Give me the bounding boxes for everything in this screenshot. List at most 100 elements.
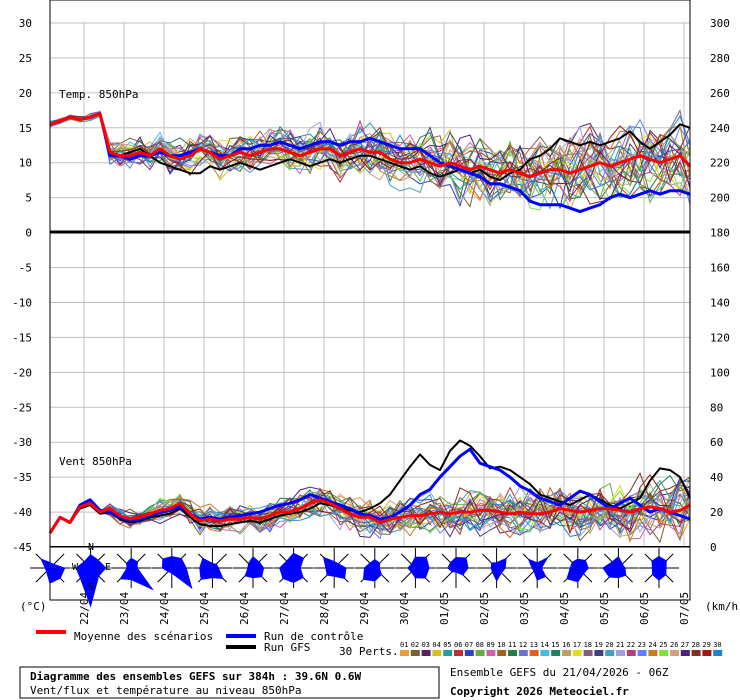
member-line [49, 111, 691, 211]
title-box [19, 666, 440, 699]
x-tick-label: 01/05 [438, 592, 451, 625]
pert-id-label: 04 [432, 641, 440, 649]
left-tick-label: -40 [12, 506, 32, 519]
left-tick-label: 15 [19, 122, 32, 135]
wind-rose [395, 548, 436, 588]
right-tick-label: 60 [710, 436, 723, 449]
member-line [49, 114, 691, 203]
pert-swatch [691, 650, 701, 656]
left-tick-label: 5 [25, 192, 32, 205]
member-line [49, 489, 691, 540]
wind-roses [30, 548, 679, 608]
x-tick-label: 29/04 [358, 592, 371, 625]
pert-swatch [572, 650, 582, 656]
right-tick-label: 0 [710, 541, 717, 554]
temp-gfs-line [49, 112, 691, 182]
pert-id-label: 14 [540, 641, 548, 649]
rose-petals [244, 556, 265, 579]
pert-swatch [486, 650, 496, 656]
pert-id-label: 07 [465, 641, 473, 649]
pert-id-label: 27 [681, 641, 689, 649]
pert-id-label: 12 [519, 641, 527, 649]
pert-swatch [626, 650, 636, 656]
rose-petals [362, 559, 382, 582]
wind-rose [192, 548, 233, 588]
pert-swatch [551, 650, 561, 656]
right-tick-label: 260 [710, 87, 730, 100]
pert-id-label: 20 [605, 641, 613, 649]
left-tick-label: -25 [12, 401, 32, 414]
pert-id-label: 19 [594, 641, 602, 649]
rose-petals [161, 556, 193, 590]
right-tick-label: 220 [710, 157, 730, 170]
left-tick-label: 30 [19, 17, 32, 30]
left-tick-label: -45 [12, 541, 32, 554]
pert-id-label: 22 [627, 641, 635, 649]
x-tick-label: 27/04 [278, 592, 291, 625]
pert-swatch [680, 650, 690, 656]
rose-petals [527, 556, 549, 581]
rose-petals [602, 555, 627, 579]
wind-gfs-line [49, 439, 691, 534]
wind-rose [30, 548, 70, 588]
pert-swatch [648, 650, 658, 656]
pert-id-label: 17 [573, 641, 581, 649]
rose-petals [279, 552, 305, 583]
rose-petals [199, 557, 224, 580]
rose-petals [40, 558, 66, 584]
right-tick-label: 80 [710, 401, 723, 414]
left-unit-label: (°C) [20, 600, 47, 613]
pert-swatch [454, 650, 463, 656]
right-tick-label: 40 [710, 471, 723, 484]
grid [50, 22, 690, 548]
right-tick-label: 100 [710, 366, 730, 379]
x-tick-label: 24/04 [158, 592, 171, 625]
pert-id-label: 06 [454, 641, 462, 649]
pert-swatch [670, 650, 679, 656]
wind-rose [476, 548, 517, 588]
x-tick-label: 28/04 [318, 592, 331, 625]
x-tick-label: 02/05 [478, 592, 491, 625]
pert-swatch [529, 650, 539, 656]
x-tick-label: 05/05 [598, 592, 611, 625]
member-line [49, 112, 691, 196]
wind-rose [111, 548, 154, 591]
member-line [49, 487, 691, 534]
plot-frame [49, 0, 691, 548]
pert-swatch [702, 650, 712, 656]
wind-rose [314, 548, 355, 588]
pert-id-label: 23 [638, 641, 646, 649]
pert-id-label: 01 [400, 641, 408, 649]
compass-south: S [88, 582, 94, 593]
pert-swatch [605, 650, 615, 656]
x-tick-label: 22/04 [78, 592, 91, 625]
pert-swatch [432, 650, 442, 656]
pert-swatch [583, 650, 593, 656]
chart-subtitle: Vent/flux et température au niveau 850hP… [30, 684, 302, 697]
right-tick-label: 20 [710, 506, 723, 519]
legend-mean-label: Moyenne des scénarios [74, 630, 213, 643]
pert-swatch [616, 650, 625, 656]
temp-panel-label: Temp. 850hPa [59, 88, 138, 101]
right-tick-label: 160 [710, 262, 730, 275]
pert-id-label: 29 [702, 641, 710, 649]
pert-swatch [464, 650, 474, 656]
pert-swatch [475, 650, 485, 656]
pert-swatch [594, 650, 604, 656]
pert-id-label: 18 [584, 641, 592, 649]
left-tick-label: 10 [19, 157, 32, 170]
wind-rose [273, 548, 314, 588]
right-tick-label: 300 [710, 17, 730, 30]
left-tick-label: -5 [19, 262, 32, 275]
right-tick-label: 140 [710, 296, 730, 309]
pert-swatch [659, 650, 669, 656]
wind-rose [233, 548, 273, 588]
pert-id-label: 03 [422, 641, 430, 649]
left-tick-label: 20 [19, 87, 32, 100]
wind-rose [517, 548, 558, 588]
legend-control-label: Run de contrôle [264, 630, 363, 643]
pert-swatch [497, 650, 507, 656]
right-tick-label: 200 [710, 192, 730, 205]
